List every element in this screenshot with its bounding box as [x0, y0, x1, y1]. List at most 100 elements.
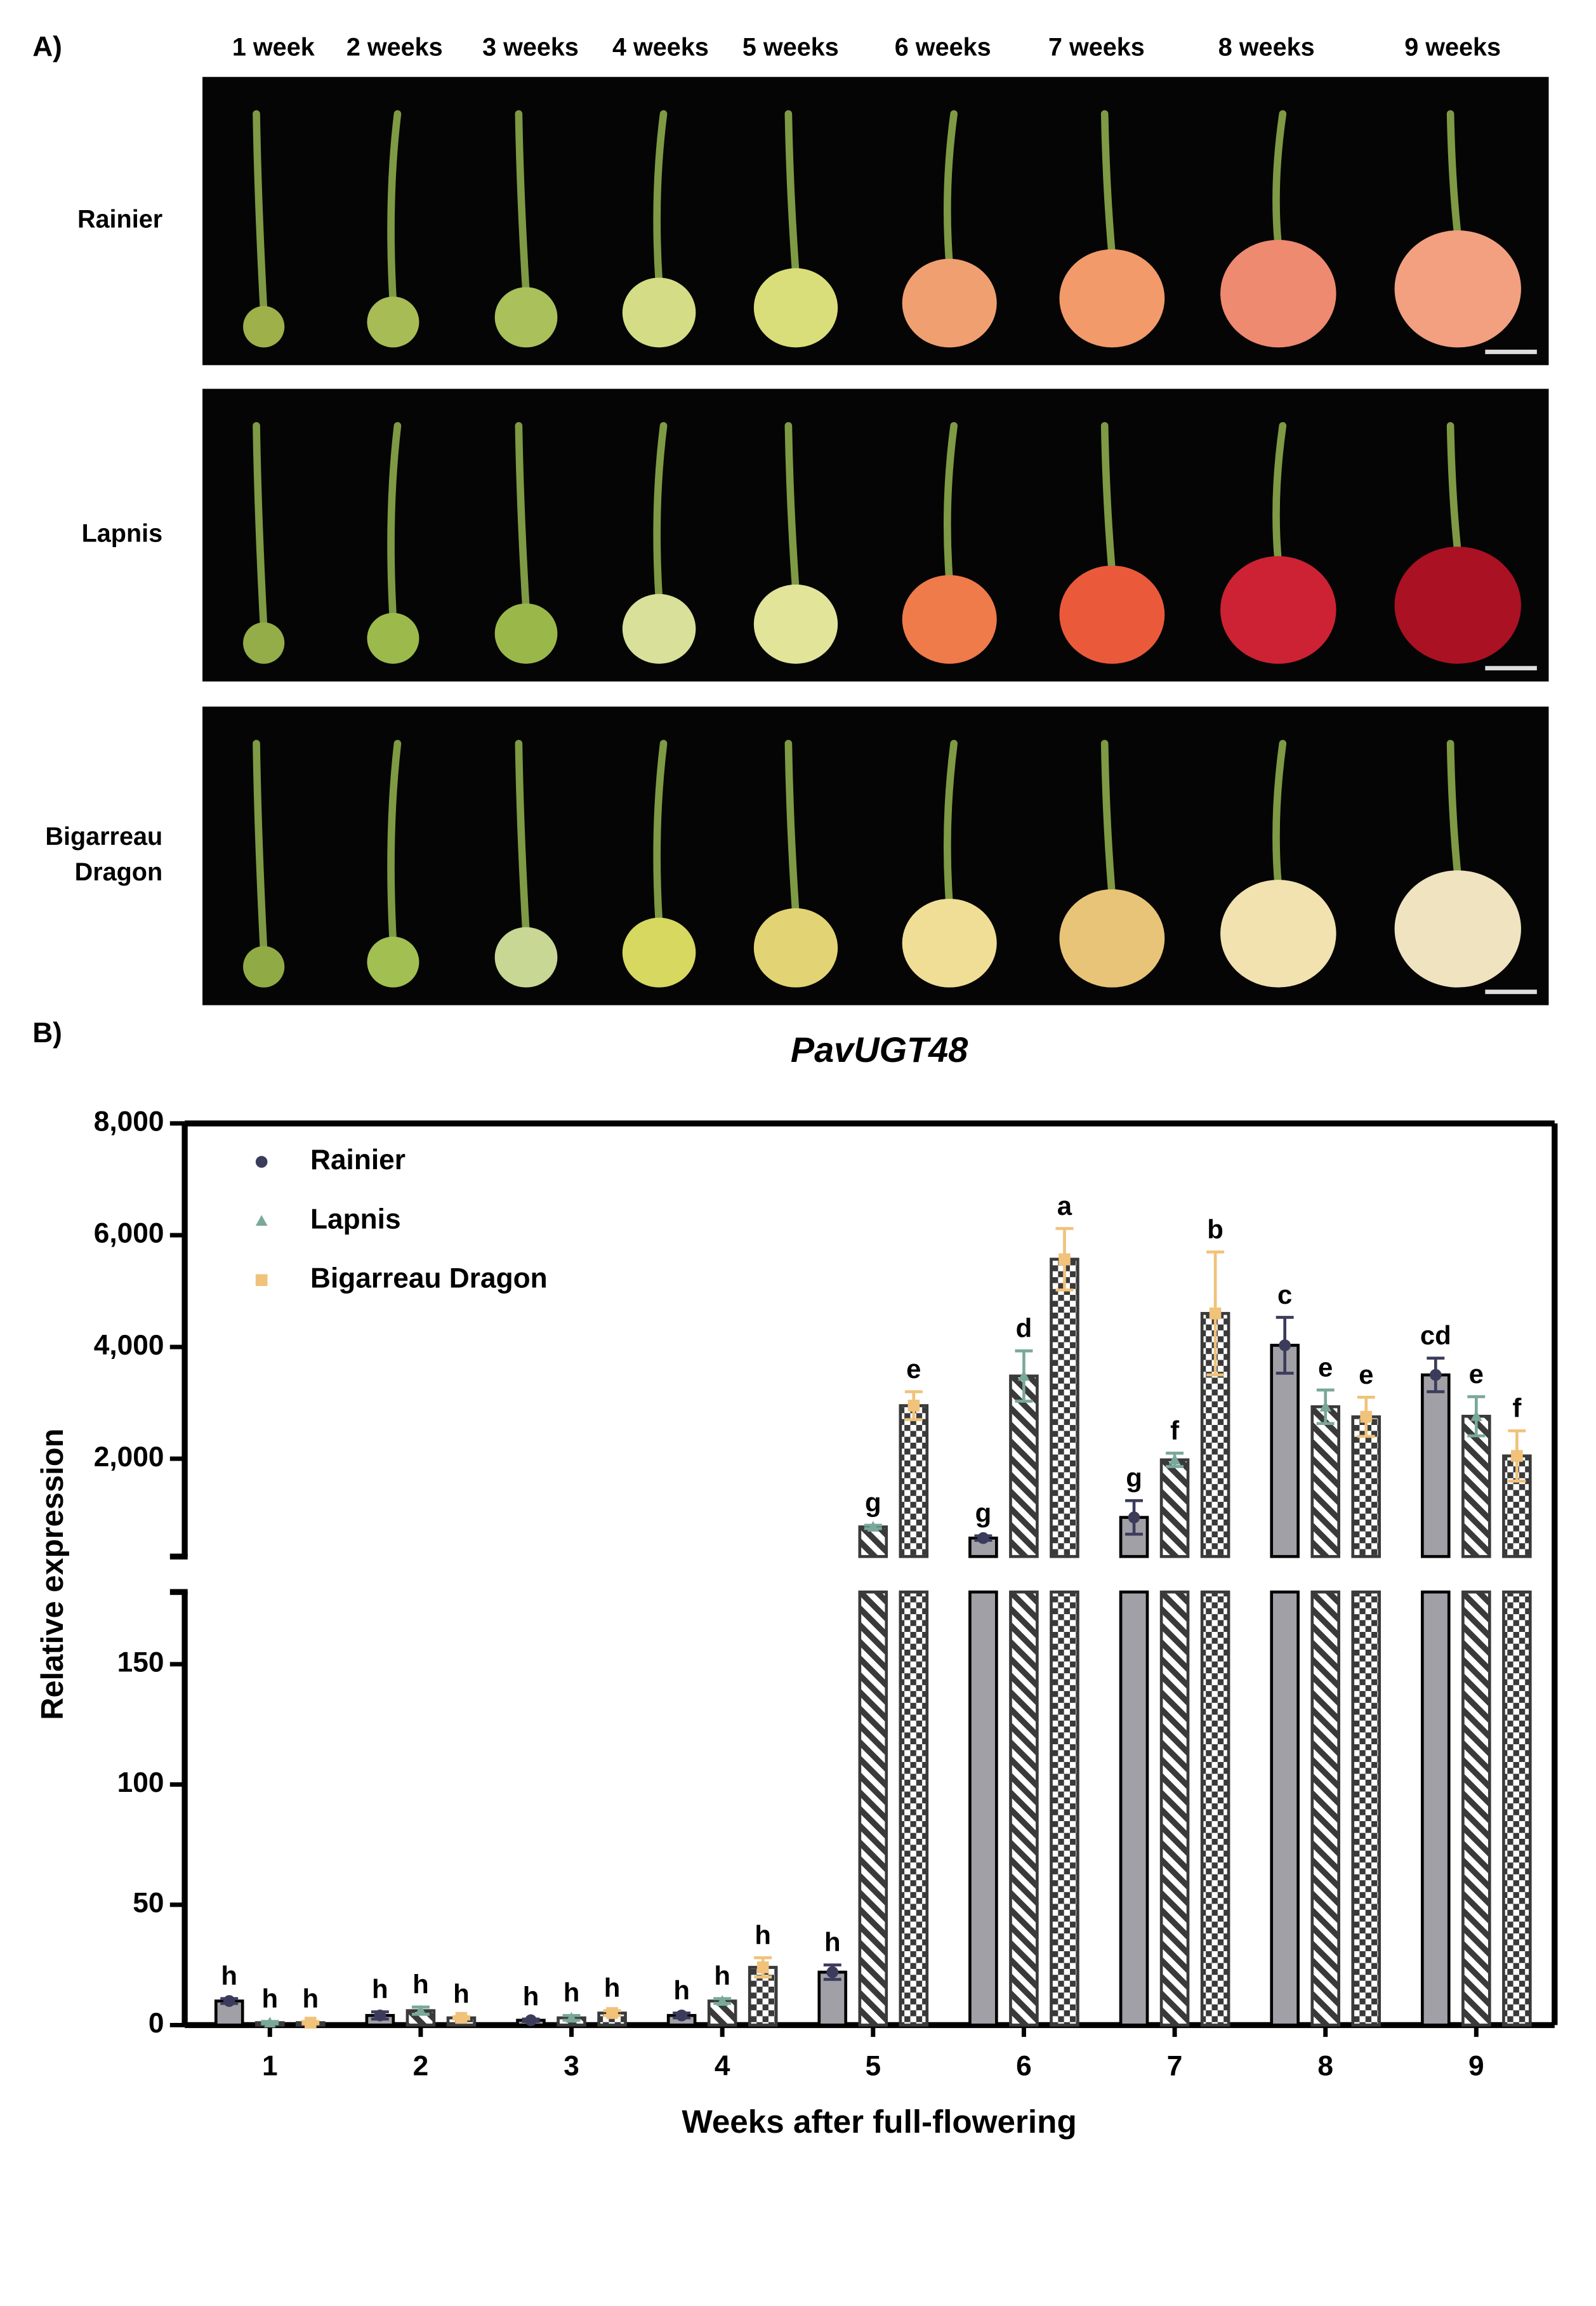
bar: [1420, 1373, 1451, 1558]
week-label: 7 weeks: [1048, 33, 1145, 61]
significance-letter: g: [865, 1487, 881, 1517]
cherry-fruit: [753, 908, 838, 988]
week-label: 1 week: [232, 33, 315, 61]
significance-letter: cd: [1420, 1320, 1451, 1350]
x-tick-label: 1: [262, 2051, 278, 2082]
mean-marker: [606, 2007, 618, 2019]
bar: [1310, 1405, 1340, 1558]
significance-letter: g: [1126, 1463, 1142, 1493]
significance-letter: g: [975, 1498, 992, 1528]
mean-marker: [1209, 1307, 1222, 1320]
mean-marker: [1360, 1410, 1373, 1423]
week-label: 9 weeks: [1404, 33, 1501, 61]
bar: [899, 1590, 929, 2027]
x-tick-label: 2: [413, 2051, 429, 2082]
mean-marker: [1059, 1253, 1071, 1266]
cherry-stem: [1100, 421, 1116, 576]
cherry-stem: [784, 739, 800, 918]
cherry-stem: [784, 421, 800, 595]
mean-marker: [716, 1995, 729, 2006]
significance-letter: h: [261, 1984, 278, 2013]
significance-letter: e: [1318, 1352, 1333, 1382]
mean-marker: [414, 2004, 427, 2016]
bar: [968, 1590, 998, 2027]
cherry-stem: [1272, 110, 1287, 249]
mean-marker: [374, 2009, 386, 2022]
bar: [1461, 1590, 1491, 2027]
y-tick-label: 150: [117, 1647, 164, 1678]
week-label: 2 weeks: [346, 33, 443, 61]
mean-marker: [867, 1521, 880, 1532]
cherry-stem: [653, 739, 668, 927]
significance-letter: h: [564, 1978, 580, 2008]
legend-label: Bigarreau Dragon: [310, 1262, 548, 1294]
cherry-fruit: [902, 898, 997, 988]
mean-marker: [565, 2011, 577, 2023]
cherry-stem: [387, 421, 402, 623]
cherry-fruit: [753, 268, 838, 348]
significance-letter: h: [755, 1920, 771, 1950]
x-tick-label: 4: [715, 2051, 730, 2082]
variety-label: Dragon: [75, 858, 163, 886]
cherry-stem: [1100, 110, 1116, 259]
bar: [1159, 1590, 1190, 2027]
cherry-stem: [253, 421, 268, 632]
cherry-fruit: [1394, 870, 1521, 988]
cherry-stem: [1446, 739, 1462, 880]
significance-letter: h: [372, 1974, 388, 2004]
cherry-stem: [784, 110, 800, 278]
significance-letter: h: [453, 1979, 470, 2009]
cherry-fruit: [1220, 556, 1336, 664]
mean-marker: [304, 2017, 317, 2029]
cherry-fruit: [1059, 566, 1165, 664]
cherry-stem: [943, 421, 958, 585]
panel-a-label: A): [32, 32, 62, 63]
mean-marker: [1511, 1450, 1523, 1462]
y-tick-label: 2,000: [94, 1441, 164, 1473]
mean-marker: [455, 2011, 468, 2024]
bar: [1420, 1590, 1451, 2027]
mean-marker: [1429, 1368, 1442, 1381]
mean-marker: [826, 1966, 839, 1978]
legend-marker: [255, 1215, 268, 1226]
bar: [1351, 1590, 1382, 2027]
cherry-fruit: [622, 593, 696, 664]
significance-letter: e: [1469, 1359, 1484, 1389]
variety-label: Lapnis: [82, 520, 163, 548]
week-label: 5 weeks: [742, 33, 839, 61]
cherry-fruit: [1059, 249, 1165, 348]
cherry-stem: [515, 421, 530, 613]
cherry-stem: [653, 421, 668, 604]
bar: [1119, 1590, 1149, 2027]
y-tick-label: 8,000: [94, 1106, 164, 1137]
y-axis-title: Relative expression: [36, 1429, 70, 1720]
cherry-fruit: [494, 603, 558, 664]
significance-letter: e: [906, 1354, 921, 1384]
legend-label: Rainier: [310, 1144, 406, 1176]
bar: [1270, 1344, 1300, 1558]
cherry-stem: [943, 110, 958, 268]
cherry-fruit: [902, 258, 997, 348]
panel-b-label: B): [32, 1017, 62, 1049]
x-tick-label: 9: [1468, 2051, 1484, 2082]
y-tick-label: 4,000: [94, 1330, 164, 1361]
cherry-fruit: [902, 574, 997, 664]
significance-letter: h: [303, 1984, 319, 2013]
cherry-fruit: [494, 927, 558, 988]
significance-letter: b: [1207, 1214, 1223, 1244]
x-tick-label: 7: [1167, 2051, 1183, 2082]
cherry-fruit: [622, 917, 696, 988]
week-label: 6 weeks: [895, 33, 991, 61]
cherry-fruit: [753, 584, 838, 664]
significance-letter: h: [412, 1969, 429, 1999]
significance-letter: h: [714, 1961, 730, 1991]
y-tick-label: 50: [133, 1888, 164, 1919]
cherry-stem: [1272, 739, 1287, 890]
significance-letter: d: [1016, 1313, 1032, 1343]
mean-marker: [977, 1532, 989, 1544]
x-axis-title: Weeks after full-flowering: [682, 2104, 1076, 2140]
cherry-fruit: [367, 296, 419, 348]
bar: [899, 1404, 929, 1558]
legend-label: Lapnis: [310, 1203, 401, 1235]
significance-letter: c: [1277, 1280, 1292, 1309]
